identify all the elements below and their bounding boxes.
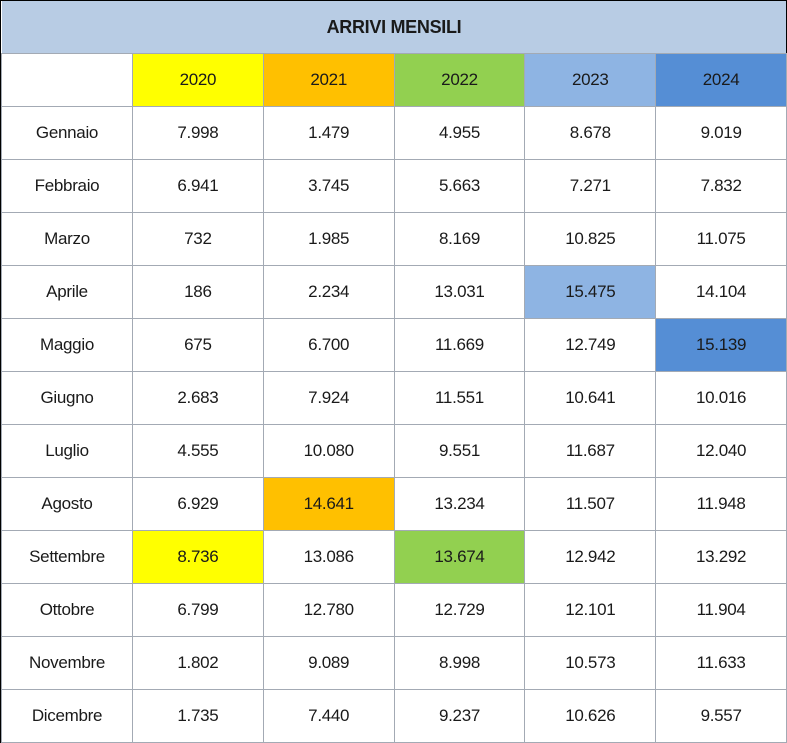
value-cell-2022: 8.169 — [393, 212, 526, 266]
value-cell-2020: 4.555 — [132, 424, 264, 478]
value-cell-2021: 3.745 — [262, 159, 395, 213]
value-cell-2020: 186 — [132, 265, 264, 319]
month-label: Agosto — [1, 477, 133, 531]
month-label: Maggio — [1, 318, 133, 372]
value-cell-2022: 8.998 — [393, 636, 526, 690]
month-label: Luglio — [1, 424, 133, 478]
value-cell-2023: 10.626 — [524, 689, 657, 743]
table-row: Marzo 732 1.985 8.169 10.825 11.075 — [1, 212, 787, 266]
table-title: ARRIVI MENSILI — [1, 1, 787, 54]
value-cell-2020: 6.929 — [132, 477, 264, 531]
value-cell-2021: 14.641 — [262, 477, 395, 531]
value-cell-2020: 675 — [132, 318, 264, 372]
value-cell-2020: 1.802 — [132, 636, 264, 690]
value-cell-2021: 13.086 — [262, 530, 395, 584]
table-row: Aprile 186 2.234 13.031 15.475 14.104 — [1, 265, 787, 319]
table-title-row: ARRIVI MENSILI — [1, 1, 787, 54]
value-cell-2023: 10.825 — [524, 212, 657, 266]
month-label: Gennaio — [1, 106, 133, 160]
table-row: Gennaio 7.998 1.479 4.955 8.678 9.019 — [1, 106, 787, 160]
value-cell-2024: 14.104 — [655, 265, 787, 319]
value-cell-2023: 8.678 — [524, 106, 657, 160]
table-body: Gennaio 7.998 1.479 4.955 8.678 9.019 Febbraio… — [1, 106, 787, 743]
table-row: Dicembre 1.735 7.440 9.237 10.626 9.557 — [1, 689, 787, 743]
month-label: Febbraio — [1, 159, 133, 213]
value-cell-2022: 13.234 — [393, 477, 526, 531]
table-row: Febbraio 6.941 3.745 5.663 7.271 7.832 — [1, 159, 787, 213]
value-cell-2024: 10.016 — [655, 371, 787, 425]
value-cell-2024: 11.904 — [655, 583, 787, 637]
table-row: Novembre 1.802 9.089 8.998 10.573 11.633 — [1, 636, 787, 690]
value-cell-2024: 7.832 — [655, 159, 787, 213]
value-cell-2022: 4.955 — [393, 106, 526, 160]
value-cell-2021: 1.985 — [262, 212, 395, 266]
value-cell-2023: 12.749 — [524, 318, 657, 372]
value-cell-2021: 7.440 — [262, 689, 395, 743]
value-cell-2020: 1.735 — [132, 689, 264, 743]
year-header-row: 2020 2021 2022 2023 2024 — [1, 53, 787, 107]
year-header-2021: 2021 — [262, 53, 395, 107]
value-cell-2021: 6.700 — [262, 318, 395, 372]
value-cell-2022: 11.551 — [393, 371, 526, 425]
year-header-2020: 2020 — [132, 53, 264, 107]
month-label: Aprile — [1, 265, 133, 319]
value-cell-2021: 7.924 — [262, 371, 395, 425]
year-header-2024: 2024 — [655, 53, 787, 107]
value-cell-2024: 12.040 — [655, 424, 787, 478]
table-row: Ottobre 6.799 12.780 12.729 12.101 11.904 — [1, 583, 787, 637]
value-cell-2022: 13.031 — [393, 265, 526, 319]
value-cell-2020: 7.998 — [132, 106, 264, 160]
value-cell-2022: 9.237 — [393, 689, 526, 743]
value-cell-2021: 12.780 — [262, 583, 395, 637]
value-cell-2024: 11.948 — [655, 477, 787, 531]
value-cell-2020: 6.941 — [132, 159, 264, 213]
value-cell-2020: 732 — [132, 212, 264, 266]
value-cell-2020: 8.736 — [132, 530, 264, 584]
value-cell-2023: 15.475 — [524, 265, 657, 319]
month-label: Dicembre — [1, 689, 133, 743]
value-cell-2023: 11.507 — [524, 477, 657, 531]
value-cell-2023: 11.687 — [524, 424, 657, 478]
value-cell-2022: 12.729 — [393, 583, 526, 637]
value-cell-2023: 7.271 — [524, 159, 657, 213]
value-cell-2023: 10.641 — [524, 371, 657, 425]
value-cell-2024: 11.075 — [655, 212, 787, 266]
value-cell-2021: 10.080 — [262, 424, 395, 478]
year-header-2023: 2023 — [524, 53, 657, 107]
value-cell-2024: 9.557 — [655, 689, 787, 743]
table-row: Settembre 8.736 13.086 13.674 12.942 13.292 — [1, 530, 787, 584]
value-cell-2024: 15.139 — [655, 318, 787, 372]
value-cell-2024: 13.292 — [655, 530, 787, 584]
table-row: Giugno 2.683 7.924 11.551 10.641 10.016 — [1, 371, 787, 425]
value-cell-2024: 9.019 — [655, 106, 787, 160]
month-label: Ottobre — [1, 583, 133, 637]
value-cell-2024: 11.633 — [655, 636, 787, 690]
table-row: Agosto 6.929 14.641 13.234 11.507 11.948 — [1, 477, 787, 531]
value-cell-2020: 6.799 — [132, 583, 264, 637]
value-cell-2020: 2.683 — [132, 371, 264, 425]
year-header-2022: 2022 — [393, 53, 526, 107]
value-cell-2023: 12.101 — [524, 583, 657, 637]
value-cell-2022: 9.551 — [393, 424, 526, 478]
value-cell-2023: 10.573 — [524, 636, 657, 690]
month-label: Settembre — [1, 530, 133, 584]
value-cell-2022: 13.674 — [393, 530, 526, 584]
value-cell-2021: 1.479 — [262, 106, 395, 160]
value-cell-2022: 11.669 — [393, 318, 526, 372]
table-row: Maggio 675 6.700 11.669 12.749 15.139 — [1, 318, 787, 372]
table-row: Luglio 4.555 10.080 9.551 11.687 12.040 — [1, 424, 787, 478]
value-cell-2021: 2.234 — [262, 265, 395, 319]
corner-cell — [1, 53, 133, 107]
month-label: Marzo — [1, 212, 133, 266]
value-cell-2023: 12.942 — [524, 530, 657, 584]
month-label: Giugno — [1, 371, 133, 425]
value-cell-2022: 5.663 — [393, 159, 526, 213]
value-cell-2021: 9.089 — [262, 636, 395, 690]
month-label: Novembre — [1, 636, 133, 690]
